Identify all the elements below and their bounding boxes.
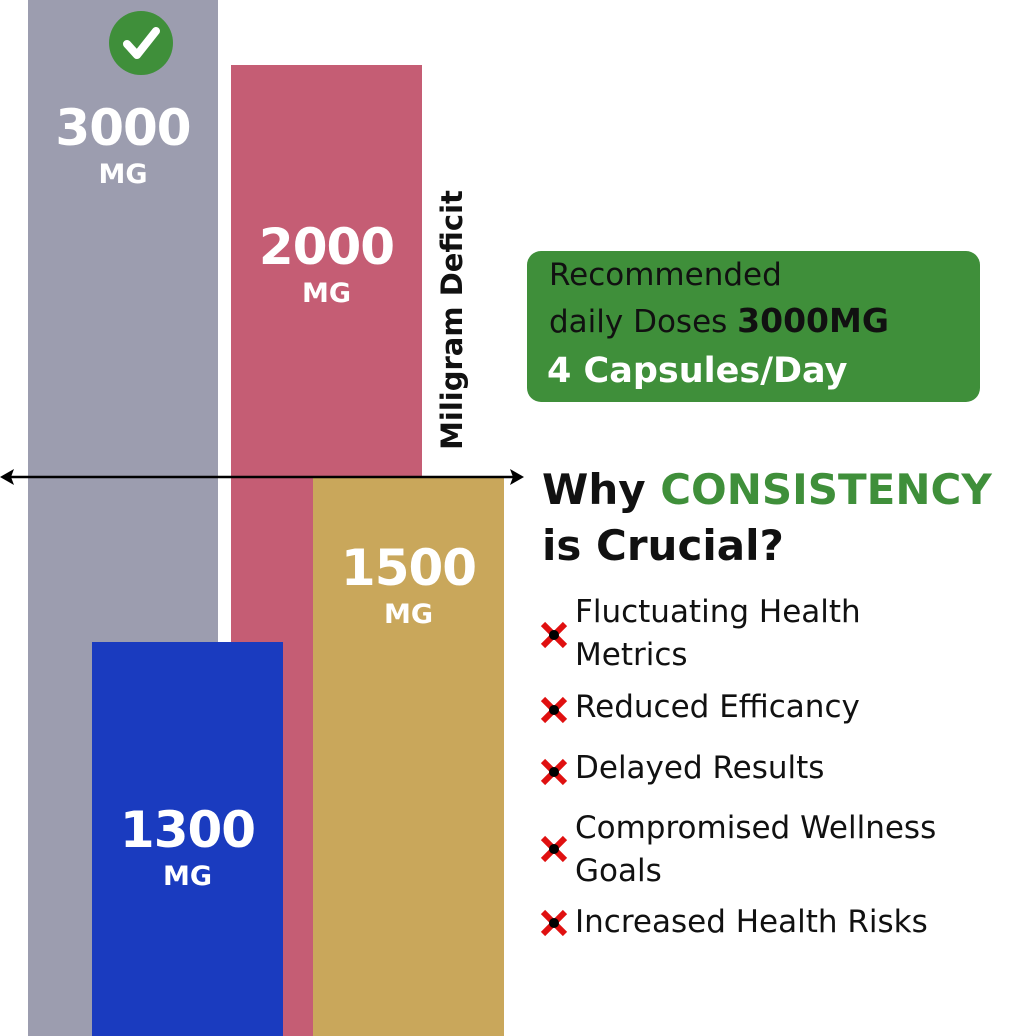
- bar-value: 1500: [340, 539, 477, 597]
- reason-text-cont: Metrics: [575, 637, 688, 673]
- bar-value: 1300: [119, 801, 256, 859]
- recommendation-box: Recommended daily Doses 3000MG 4 Capsule…: [527, 251, 980, 402]
- bar-unit: MG: [98, 159, 148, 190]
- check-circle-icon: [109, 11, 173, 75]
- recommendation-line1: Recommended: [549, 257, 782, 293]
- heading-prefix: Why: [542, 465, 646, 514]
- reason-text: Delayed Results: [575, 750, 825, 786]
- recommendation-line2: daily Doses 3000MG: [549, 301, 889, 340]
- capsules-per-day: 4 Capsules/Day: [547, 351, 848, 391]
- bar-label: 3000 MG: [28, 103, 218, 188]
- section-heading: Why CONSISTENCY is Crucial?: [542, 462, 992, 574]
- double-arrow-icon: [0, 469, 524, 485]
- red-x-icon: [540, 758, 568, 786]
- dose-label: daily Doses: [549, 304, 728, 340]
- bar-unit: MG: [301, 278, 352, 309]
- bar-unit: MG: [162, 861, 213, 892]
- bar-1300mg: 1300 MG: [92, 642, 283, 1036]
- bar-label: 1500 MG: [313, 543, 504, 628]
- red-x-icon: [540, 835, 568, 863]
- reason-text: Fluctuating Health: [575, 594, 861, 630]
- reason-text: Reduced Efficancy: [575, 689, 860, 725]
- deficit-label: Miligram Deficit: [435, 190, 469, 450]
- heading-highlight: CONSISTENCY: [660, 465, 992, 514]
- bar-label: 2000 MG: [231, 222, 422, 307]
- red-x-icon: [540, 909, 568, 937]
- reason-text: Compromised Wellness: [575, 810, 937, 846]
- red-x-icon: [540, 696, 568, 724]
- reason-text: Increased Health Risks: [575, 904, 928, 940]
- bar-unit: MG: [383, 599, 434, 630]
- bar-value: 2000: [258, 218, 395, 276]
- bar-value: 3000: [55, 99, 191, 157]
- bar-label: 1300 MG: [92, 805, 283, 890]
- bar-1500mg: 1500 MG: [313, 478, 504, 1036]
- heading-suffix: is Crucial?: [542, 521, 784, 570]
- red-x-icon: [540, 621, 568, 649]
- reason-text-cont: Goals: [575, 853, 662, 889]
- dose-value: 3000MG: [737, 301, 889, 340]
